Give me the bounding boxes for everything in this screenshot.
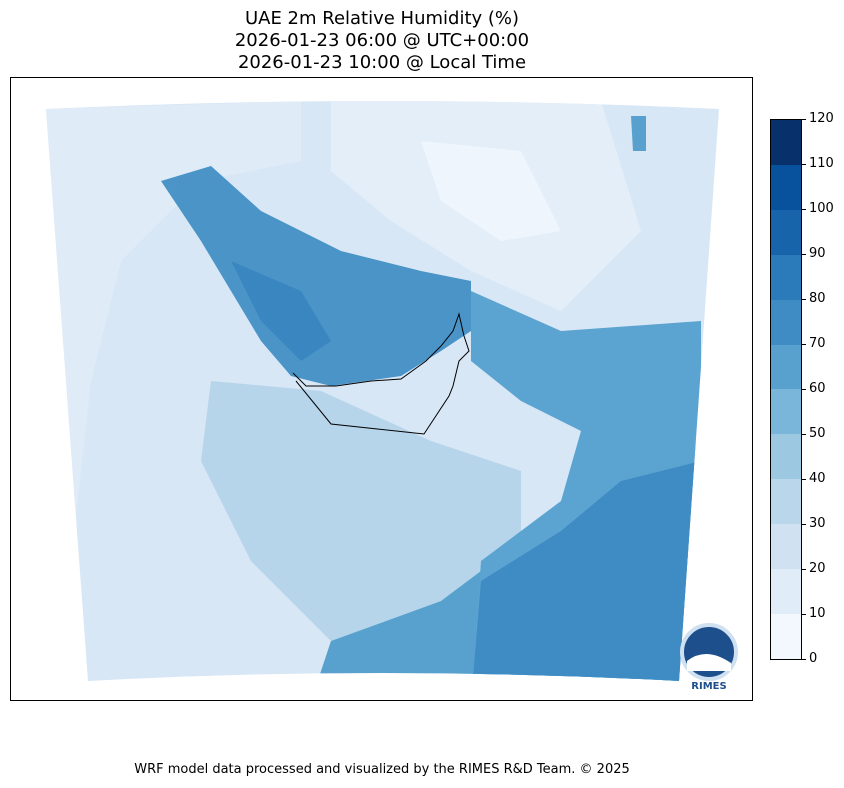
- tick-label: 110: [809, 156, 834, 171]
- east-patch: [631, 116, 646, 151]
- colorbar-segment: [771, 569, 801, 615]
- colorbar-tick: 70: [802, 336, 826, 351]
- colorbar-segment: [771, 254, 801, 300]
- colorbar-tick: 110: [802, 156, 834, 171]
- tick-label: 50: [809, 426, 826, 441]
- colorbar-tick: 50: [802, 426, 826, 441]
- tick-label: 70: [809, 336, 826, 351]
- gulf-west: [231, 261, 331, 361]
- utc-time: 2026-01-23 06:00 @ UTC+00:00: [234, 30, 530, 51]
- colorbar-segment: [771, 389, 801, 435]
- colorbar-tick: 80: [802, 291, 826, 306]
- colorbar-segment: [771, 119, 801, 165]
- colorbar-segment: [771, 434, 801, 480]
- tick-label: 60: [809, 381, 826, 396]
- rimes-logo: RIMES: [680, 623, 738, 692]
- local-time: 2026-01-23 10:00 @ Local Time: [237, 52, 527, 73]
- map-axes: RIMES: [10, 77, 753, 701]
- interior-region: [201, 381, 521, 641]
- colorbar-segment: [771, 524, 801, 570]
- tick-label: 120: [809, 111, 834, 126]
- svg-text:RIMES: RIMES: [691, 681, 726, 692]
- colorbar-segment: [771, 479, 801, 525]
- colorbar-tick: 20: [802, 561, 826, 576]
- tick-label: 0: [809, 651, 818, 666]
- colorbar-segment: [771, 344, 801, 390]
- footer-credit: WRF model data processed and visualized …: [134, 762, 630, 777]
- map-title: UAE 2m Relative Humidity (%): [244, 8, 520, 29]
- colorbar-tick: 100: [802, 201, 834, 216]
- colorbar-tick: 40: [802, 471, 826, 486]
- colorbar-segment: [771, 164, 801, 210]
- colorbar-tick: 10: [802, 606, 826, 621]
- humidity-map: RIMES: [46, 101, 738, 692]
- tick-label: 80: [809, 291, 826, 306]
- persian-gulf: [161, 166, 471, 386]
- uae-border: [292, 312, 470, 435]
- tick-label: 10: [809, 606, 826, 621]
- west-region: [46, 101, 301, 681]
- colorbar-tick: 90: [802, 246, 826, 261]
- tick-label: 30: [809, 516, 826, 531]
- colorbar-segment: [771, 299, 801, 345]
- tick-label: 100: [809, 201, 834, 216]
- colorbar-tick: 60: [802, 381, 826, 396]
- colorbar-tick: 30: [802, 516, 826, 531]
- colorbar-segment: [771, 614, 801, 659]
- sea-deep: [471, 461, 701, 681]
- tick-label: 90: [809, 246, 826, 261]
- dry-region: [421, 141, 561, 241]
- colorbar-tick: 0: [802, 651, 817, 666]
- colorbar-segment: [771, 209, 801, 255]
- tick-label: 40: [809, 471, 826, 486]
- colorbar: [770, 119, 802, 660]
- colorbar-tick: 120: [802, 111, 834, 126]
- tick-label: 20: [809, 561, 826, 576]
